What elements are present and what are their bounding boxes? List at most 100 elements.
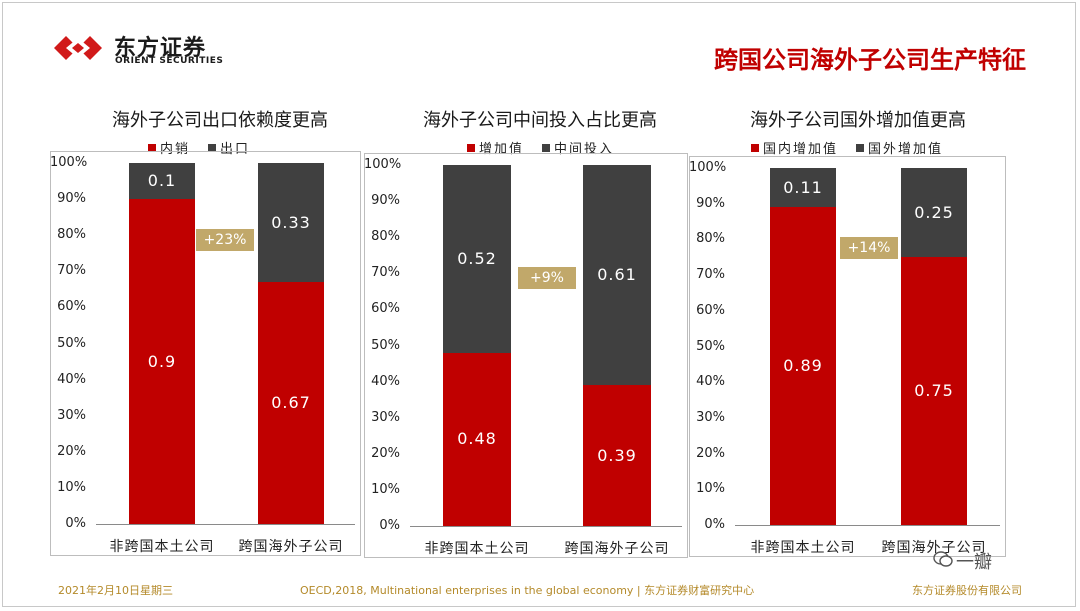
y-tick-label: 60% bbox=[57, 299, 86, 315]
x-category-label: 非跨国本土公司 bbox=[750, 540, 856, 556]
legend-label: 国外增加值 bbox=[868, 142, 944, 157]
legend-swatch bbox=[148, 143, 156, 152]
y-tick-label: 40% bbox=[696, 374, 725, 390]
y-tick-label: 100% bbox=[689, 160, 727, 175]
y-tick-label: 40% bbox=[57, 371, 86, 387]
data-label: 0.39 bbox=[597, 445, 637, 465]
y-tick-label: 20% bbox=[696, 445, 725, 461]
y-tick-label: 90% bbox=[371, 193, 400, 209]
y-tick-label: 40% bbox=[371, 373, 400, 389]
data-label: 0.33 bbox=[271, 212, 311, 232]
x-axis-line bbox=[96, 524, 355, 525]
x-category-label: 跨国海外子公司 bbox=[564, 541, 670, 557]
legend-swatch bbox=[208, 143, 217, 152]
y-tick-label: 90% bbox=[696, 195, 725, 211]
data-label: 0.89 bbox=[783, 356, 823, 376]
y-tick-label: 50% bbox=[696, 338, 725, 354]
chart-title: 海外子公司中间投入占比更高 bbox=[423, 110, 657, 131]
y-tick-label: 70% bbox=[371, 265, 400, 281]
y-tick-label: 0% bbox=[704, 517, 725, 532]
legend-label: 国内增加值 bbox=[763, 142, 839, 157]
stacked-bar: 0.48 0.52 bbox=[443, 165, 511, 526]
y-tick-label: 80% bbox=[57, 227, 86, 243]
y-tick-label: 80% bbox=[371, 229, 400, 245]
x-axis-line bbox=[735, 525, 1000, 526]
orient-logo-icon bbox=[54, 36, 102, 60]
chart-title: 海外子公司国外增加值更高 bbox=[750, 110, 966, 131]
y-tick-label: 50% bbox=[371, 337, 400, 353]
y-tick-label: 70% bbox=[57, 263, 86, 279]
legend-swatch bbox=[467, 143, 475, 152]
footer-source: OECD,2018, Multinational enterprises in … bbox=[300, 584, 755, 597]
legend-item: 内销 bbox=[148, 138, 190, 157]
y-tick-label: 100% bbox=[50, 155, 88, 170]
stacked-bar: 0.75 0.25 bbox=[901, 168, 967, 525]
data-label: 0.52 bbox=[457, 248, 497, 268]
chart-legend: 国内增加值 国外增加值 bbox=[751, 138, 943, 157]
bar-segment-secondary: 0.1 bbox=[129, 163, 195, 200]
y-tick-label: 0% bbox=[379, 518, 400, 533]
footer-company: 东方证券股份有限公司 bbox=[912, 584, 1022, 597]
x-axis-line bbox=[410, 526, 682, 527]
watermark-text: 一瓣 bbox=[956, 552, 992, 573]
bar-segment-secondary: 0.61 bbox=[583, 165, 651, 386]
y-tick-label: 20% bbox=[371, 445, 400, 461]
data-label: 0.67 bbox=[271, 393, 311, 413]
legend-label: 内销 bbox=[160, 142, 191, 157]
legend-label: 出口 bbox=[220, 142, 251, 157]
x-category-label: 跨国海外子公司 bbox=[238, 539, 344, 555]
x-category-label: 非跨国本土公司 bbox=[109, 539, 215, 555]
y-tick-label: 10% bbox=[371, 481, 400, 497]
y-tick-label: 100% bbox=[364, 157, 402, 172]
data-label: 0.9 bbox=[147, 351, 177, 371]
bar-segment-primary: 0.9 bbox=[129, 199, 195, 524]
bar-segment-primary: 0.75 bbox=[901, 257, 967, 525]
bar-segment-secondary: 0.52 bbox=[443, 165, 511, 353]
bar-segment-primary: 0.67 bbox=[258, 282, 324, 524]
data-label: 0.75 bbox=[914, 381, 954, 401]
data-label: 0.61 bbox=[597, 265, 637, 285]
legend-item: 国外增加值 bbox=[856, 138, 943, 157]
y-tick-label: 30% bbox=[371, 409, 400, 425]
data-label: 0.11 bbox=[783, 177, 823, 197]
bar-segment-primary: 0.48 bbox=[443, 352, 511, 526]
bar-segment-secondary: 0.33 bbox=[258, 163, 324, 283]
chart-title: 海外子公司出口依赖度更高 bbox=[112, 110, 328, 131]
bar-segment-secondary: 0.25 bbox=[901, 168, 967, 258]
stacked-bar: 0.67 0.33 bbox=[258, 163, 324, 524]
y-tick-label: 80% bbox=[696, 231, 725, 247]
wechat-icon bbox=[933, 551, 953, 567]
legend-swatch bbox=[856, 143, 865, 152]
y-tick-label: 30% bbox=[57, 407, 86, 423]
data-label: 0.25 bbox=[914, 202, 954, 222]
chart-legend: 内销 出口 bbox=[148, 138, 250, 157]
y-tick-label: 60% bbox=[696, 302, 725, 318]
y-tick-label: 90% bbox=[57, 191, 86, 207]
footer-date: 2021年2月10日星期三 bbox=[58, 584, 173, 597]
legend-item: 出口 bbox=[208, 138, 250, 157]
y-tick-label: 50% bbox=[57, 335, 86, 351]
bar-segment-primary: 0.89 bbox=[770, 207, 836, 525]
data-label: 0.48 bbox=[457, 429, 497, 449]
plot-area bbox=[364, 153, 688, 558]
stacked-bar: 0.9 0.1 bbox=[129, 163, 195, 524]
bar-segment-secondary: 0.11 bbox=[770, 168, 836, 208]
x-category-label: 非跨国本土公司 bbox=[424, 541, 530, 557]
stacked-bar: 0.89 0.11 bbox=[770, 168, 836, 525]
legend-swatch bbox=[542, 143, 551, 152]
difference-badge: +14% bbox=[840, 237, 898, 260]
plot-area bbox=[689, 156, 1006, 557]
bar-segment-primary: 0.39 bbox=[583, 385, 651, 526]
company-logo: 东方证券 ORIENT SECURITIES bbox=[52, 26, 272, 70]
y-tick-label: 10% bbox=[57, 479, 86, 495]
stacked-bar: 0.39 0.61 bbox=[583, 165, 651, 526]
y-tick-label: 70% bbox=[696, 267, 725, 283]
logo-english-text: ORIENT SECURITIES bbox=[115, 56, 224, 66]
legend-swatch bbox=[751, 143, 759, 152]
page-title: 跨国公司海外子公司生产特征 bbox=[714, 46, 1026, 74]
legend-item: 国内增加值 bbox=[751, 138, 838, 157]
difference-badge: +23% bbox=[196, 229, 254, 252]
difference-badge: +9% bbox=[518, 267, 576, 290]
data-label: 0.1 bbox=[147, 171, 177, 191]
